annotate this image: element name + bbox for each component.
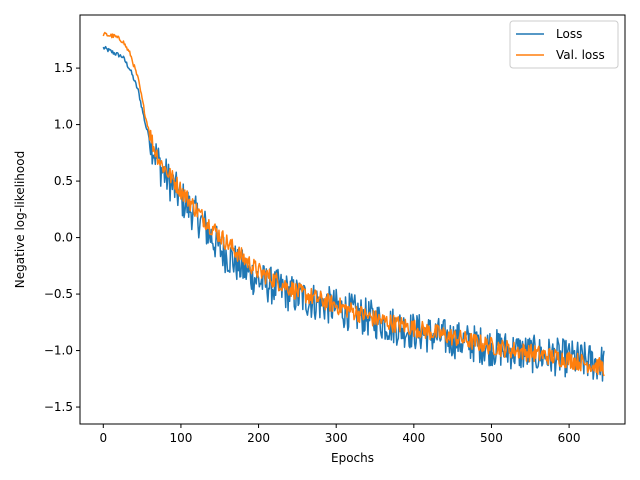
x-tick-label: 600 bbox=[558, 431, 581, 445]
y-tick-label: −1.5 bbox=[44, 400, 73, 414]
x-tick-label: 400 bbox=[402, 431, 425, 445]
legend-box bbox=[509, 20, 619, 69]
y-tick-label: 1.5 bbox=[54, 61, 73, 75]
y-tick-label: 0.0 bbox=[54, 231, 73, 245]
y-axis-label: Negative log-likelihood bbox=[13, 151, 27, 288]
x-tick-label: 300 bbox=[325, 431, 348, 445]
series-line-loss bbox=[102, 45, 605, 382]
x-tick-label: 200 bbox=[247, 431, 270, 445]
legend: Loss Val. loss bbox=[509, 20, 619, 69]
plot-lines bbox=[102, 31, 605, 382]
y-tick-label: −1.0 bbox=[44, 344, 73, 358]
x-axis-ticks: 0 100 200 300 400 500 600 bbox=[99, 424, 581, 445]
x-tick-label: 500 bbox=[480, 431, 503, 445]
y-tick-label: −0.5 bbox=[44, 287, 73, 301]
x-tick-label: 100 bbox=[169, 431, 192, 445]
x-axis-label: Epochs bbox=[331, 451, 374, 465]
legend-label: Val. loss bbox=[556, 48, 605, 62]
y-axis-ticks: −1.5 −1.0 −0.5 0.0 0.5 1.0 1.5 bbox=[44, 61, 80, 414]
y-tick-label: 0.5 bbox=[54, 174, 73, 188]
x-tick-label: 0 bbox=[99, 431, 107, 445]
y-tick-label: 1.0 bbox=[54, 118, 73, 132]
series-line-val-loss bbox=[102, 31, 605, 377]
axes-frame bbox=[79, 14, 626, 425]
legend-label: Loss bbox=[556, 27, 582, 41]
